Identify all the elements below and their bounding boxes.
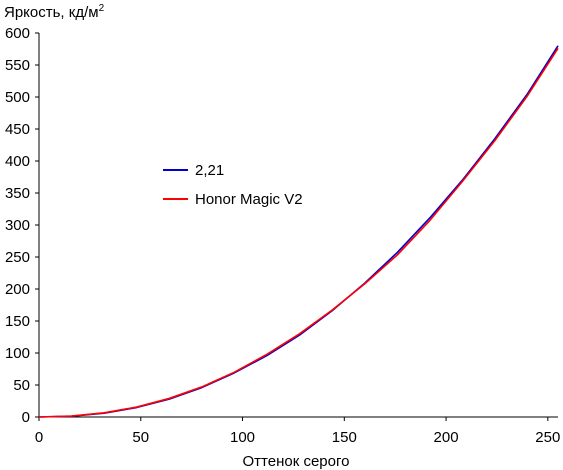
plot-area: 0 50 100 150 200 250 300 350 400 450 500 550 600 0 50 1… [5, 25, 560, 446]
y-tick-label: 600 [5, 25, 30, 42]
y-tick-label: 300 [5, 217, 30, 234]
series-line-1 [38, 45, 559, 418]
legend-label-2: Honor Magic V2 [195, 191, 303, 208]
y-tick-label: 450 [5, 121, 30, 138]
x-tick-label: 100 [230, 429, 255, 446]
x-tick-label: 150 [332, 429, 357, 446]
x-tick-label: 0 [35, 429, 43, 446]
y-tick-label: 0 [22, 409, 30, 426]
y-tick-label: 500 [5, 89, 30, 106]
y-axis-title-text: Яркость, кд/м [4, 4, 99, 21]
y-tick-label: 100 [5, 345, 30, 362]
y-tick-label: 400 [5, 153, 30, 170]
y-tick-label: 50 [13, 377, 30, 394]
y-axis-title: Яркость, кд/м2 [4, 3, 105, 21]
x-tick-label: 200 [434, 429, 459, 446]
x-tick-label: 50 [132, 429, 149, 446]
y-tick-label: 550 [5, 57, 30, 74]
y-axis-title-superscript: 2 [99, 3, 105, 14]
y-tick-label: 200 [5, 281, 30, 298]
x-axis-title: Оттенок серого [243, 453, 350, 470]
series-line-2 [38, 47, 559, 418]
y-tick-label: 150 [5, 313, 30, 330]
y-tick-label: 350 [5, 185, 30, 202]
x-tick-label: 250 [535, 429, 560, 446]
y-tick-label: 250 [5, 249, 30, 266]
legend-label-1: 2,21 [195, 162, 224, 179]
